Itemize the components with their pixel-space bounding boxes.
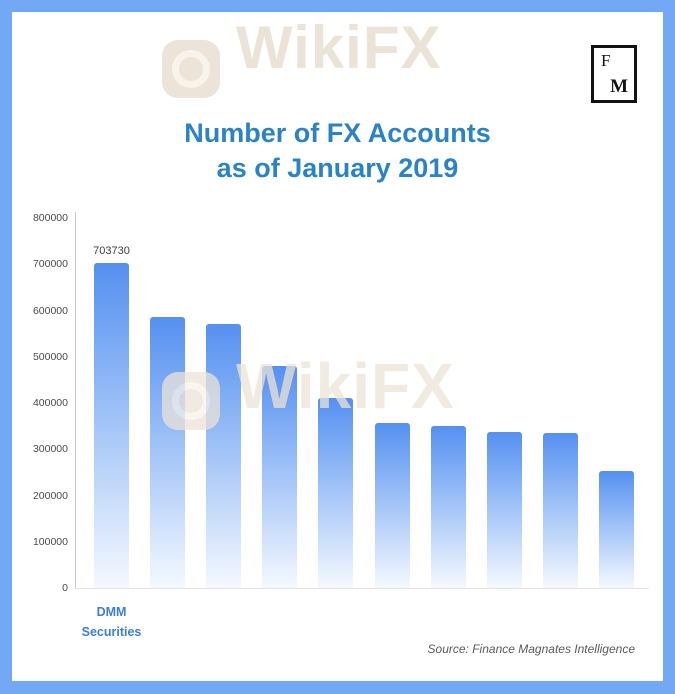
bar [486,432,522,588]
source-credit: Source: Finance Magnates Intelligence [427,642,635,656]
bar-slot [374,218,410,588]
bar-slot [598,218,634,588]
title-line-2: as of January 2019 [216,153,459,184]
bar [318,398,354,588]
bar-value-label: 703730 [93,244,130,257]
y-tick-label: 400000 [32,397,68,409]
watermark-text: WikiFX [236,13,442,81]
bar-slot [262,218,298,588]
y-tick-label: 0 [62,582,68,594]
bar-slot: 703730 DMM Securities [82,218,142,639]
y-tick-label: 700000 [32,258,68,271]
bar [262,366,298,588]
bar [374,422,410,588]
y-tick-label: 200000 [32,489,68,502]
category-label: DMM Securities [81,605,142,639]
wikifx-logo-icon [162,40,220,98]
page-title: Number of FX Accounts as of January 2019 [12,116,663,186]
y-tick-label: 100000 [32,535,68,548]
bar-slot [318,218,354,588]
bar-slot [486,218,522,588]
bar-slot [150,218,186,588]
bar [542,432,578,588]
bar-slot [206,218,242,588]
bar [598,471,634,588]
bar [94,262,129,588]
fm-logo-letter-f: F [601,51,611,70]
y-tick-label: 300000 [32,443,68,456]
y-axis-line [75,212,76,589]
watermark-top: WikiFX [162,12,441,98]
y-tick-label: 800000 [32,212,68,224]
bars: 703730 DMM Securities [76,218,648,639]
finance-magnates-logo: F M [591,45,637,103]
bar [150,317,186,588]
title-line-1: Number of FX Accounts [184,118,491,148]
bar [430,426,466,588]
bar [206,324,242,588]
chart-card: WikiFX F M Number of FX Accounts as of J… [12,12,663,681]
bar-slot [430,218,466,588]
y-axis: 0 100000 200000 300000 400000 500000 600000 700… [12,212,68,594]
x-axis-line [75,588,649,589]
y-tick-label: 600000 [32,304,68,317]
bar-slot [542,218,578,588]
fm-logo-letter-m: M [610,76,628,97]
y-tick-label: 500000 [32,350,68,363]
